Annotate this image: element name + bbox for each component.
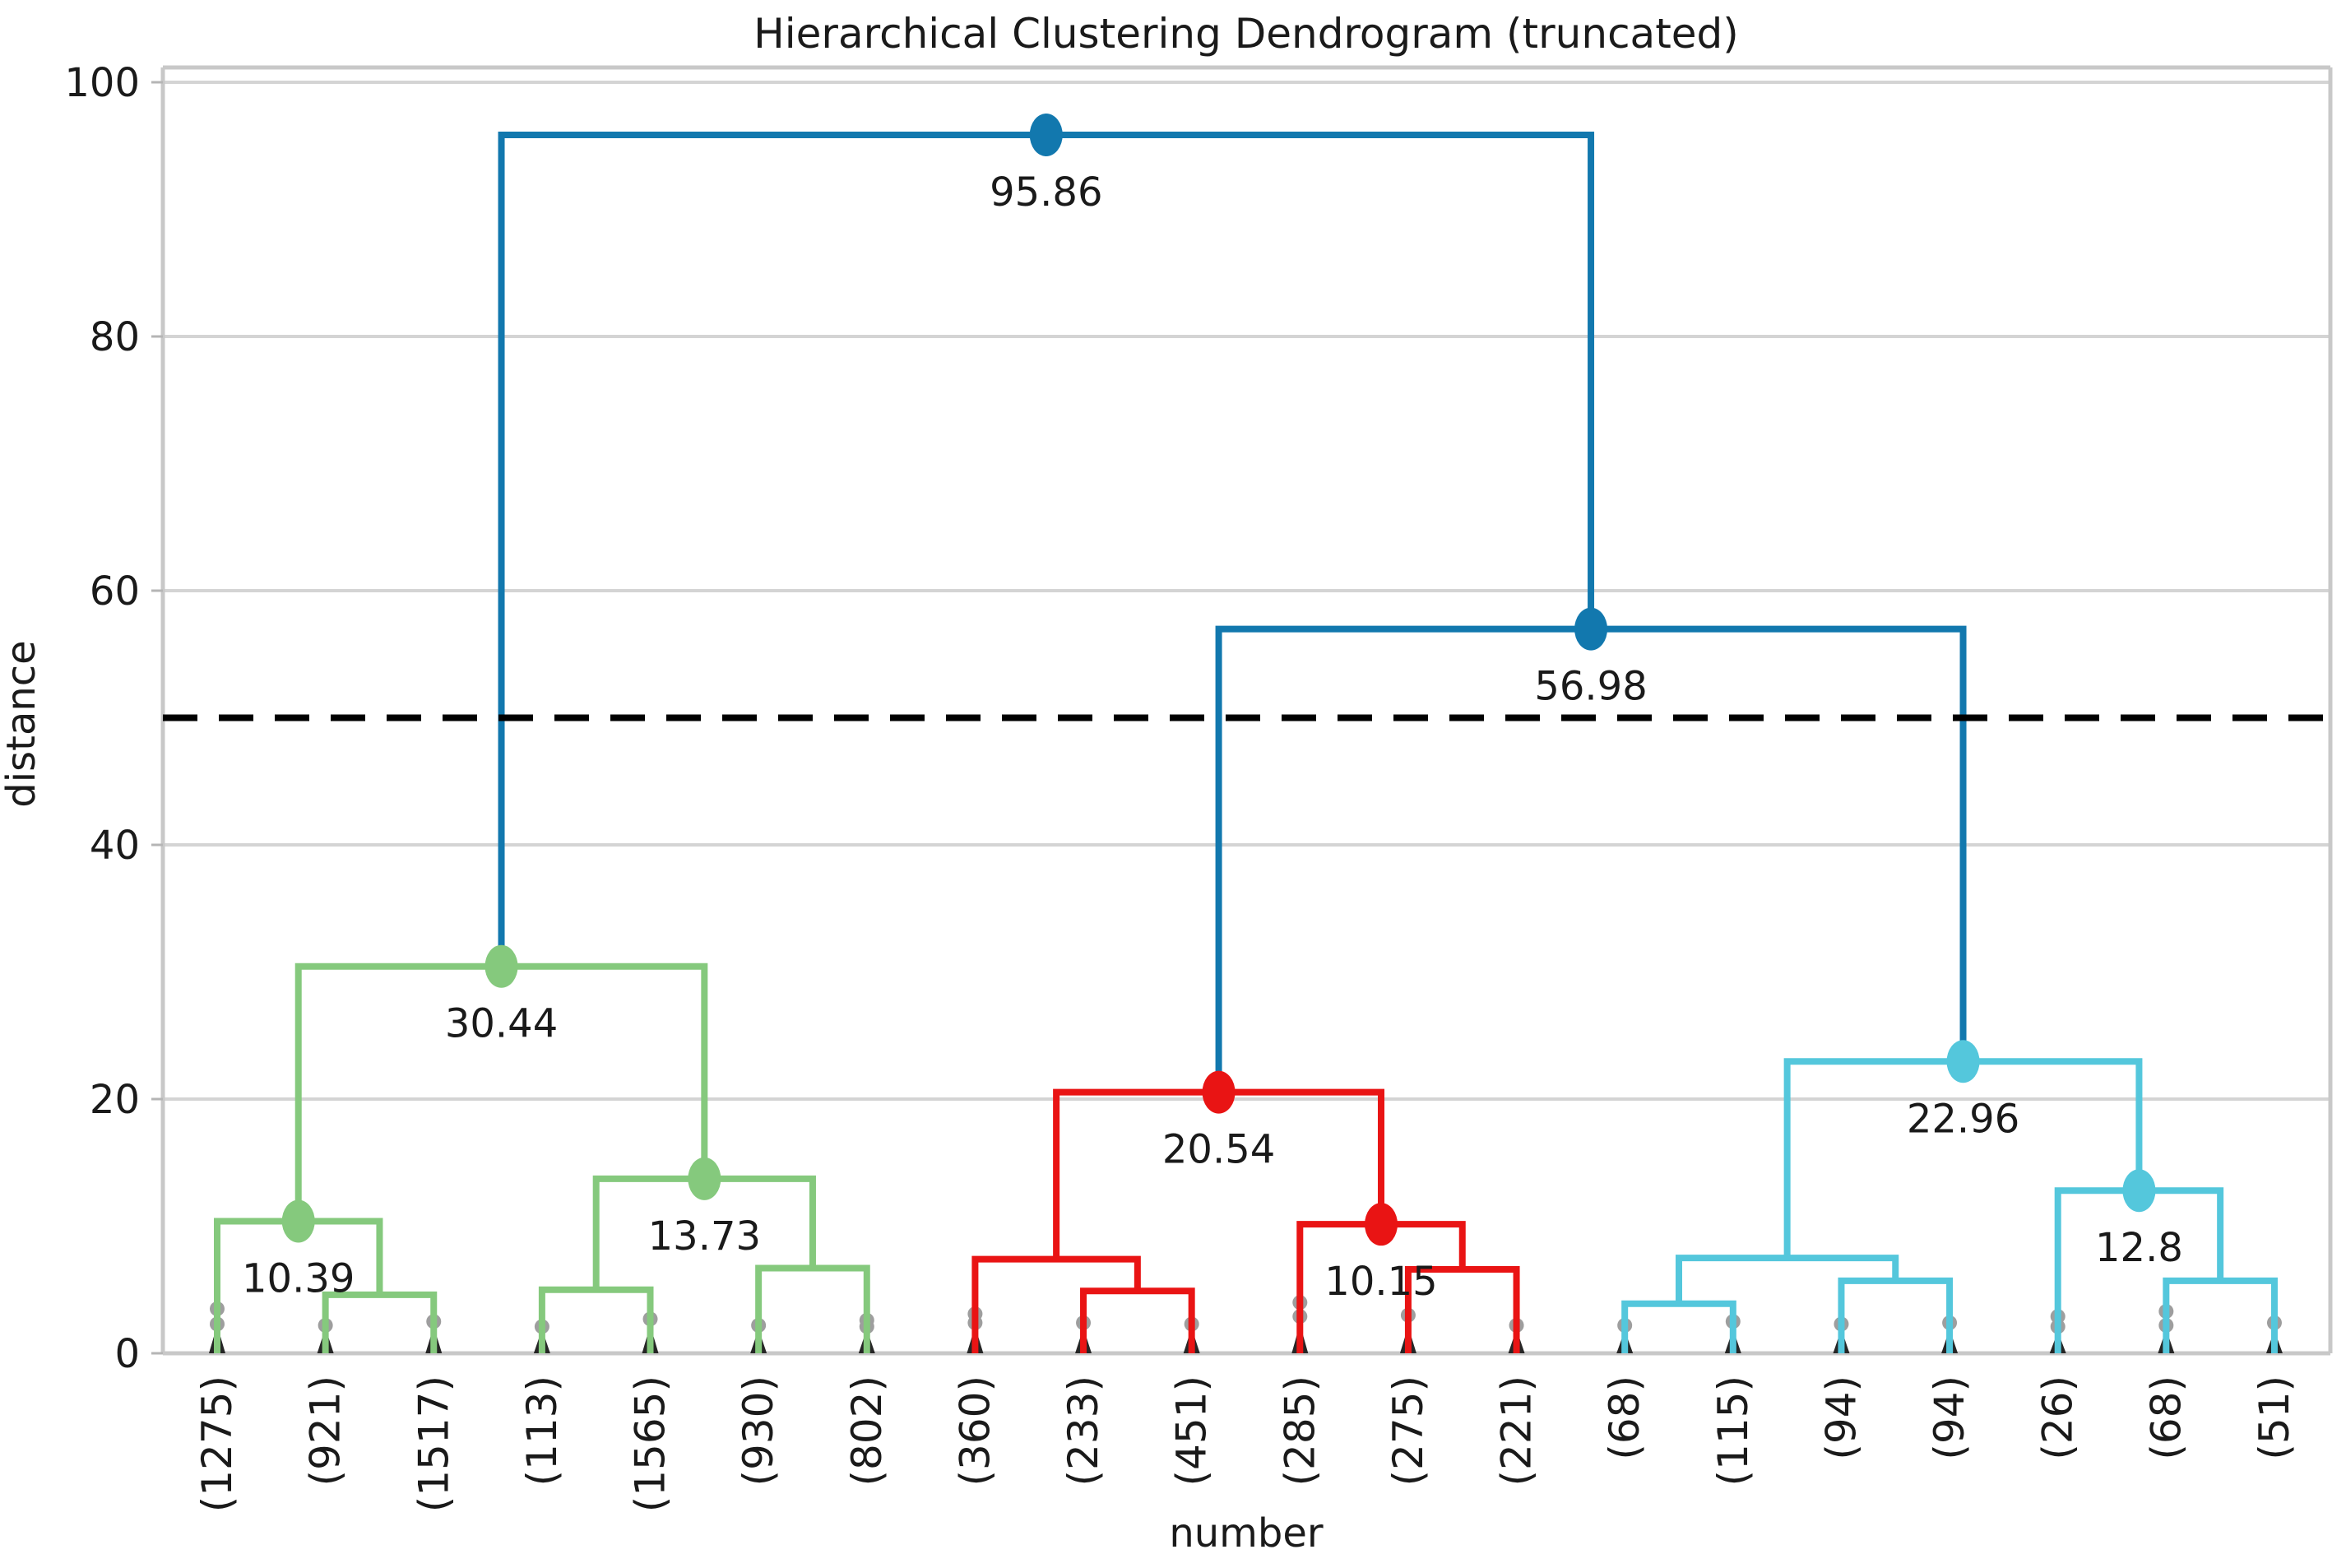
dendrogram-link xyxy=(538,1286,654,1353)
merge-height-label: 10.15 xyxy=(1324,1259,1437,1305)
merge-height-label: 10.39 xyxy=(242,1255,355,1301)
dendrogram-link xyxy=(1838,1277,1954,1353)
dendrogram-link xyxy=(322,1291,438,1353)
y-tick-label: 40 xyxy=(90,823,140,869)
merge-nodes-layer: 10.39 13.73 30.44 10.15 20.54 12.8 22.96 56.98 9… xyxy=(242,113,2183,1305)
merge-node-dot xyxy=(1365,1203,1398,1246)
x-tick-label: (221) xyxy=(1493,1375,1541,1486)
merge-node-dot xyxy=(1029,113,1063,156)
merge-height-label: 22.96 xyxy=(1907,1096,2019,1142)
dendrogram-link xyxy=(2054,1187,2224,1353)
y-tick-label: 100 xyxy=(64,60,140,106)
y-axis-label: distance xyxy=(0,640,44,807)
merge-height-label: 56.98 xyxy=(1534,664,1647,710)
grid-layer xyxy=(163,81,2330,1101)
x-tick-label: (51) xyxy=(2251,1375,2298,1460)
dendrogram-link xyxy=(2163,1277,2278,1353)
merge-height-label: 12.8 xyxy=(2095,1225,2183,1271)
x-tick-label: (1565) xyxy=(627,1375,675,1512)
merge-node-dot xyxy=(1202,1070,1236,1114)
merge-height-label: 13.73 xyxy=(648,1213,761,1260)
x-tick-label: (451) xyxy=(1168,1375,1216,1486)
merge-node-dot xyxy=(1946,1040,1980,1083)
contraction-marks-layer xyxy=(209,1295,2283,1353)
merge-node-dot xyxy=(1574,607,1608,651)
x-tick-label: (275) xyxy=(1384,1375,1432,1486)
merge-height-label: 95.86 xyxy=(990,169,1102,216)
plot-border xyxy=(160,65,2333,1356)
x-tick-label: (930) xyxy=(735,1375,782,1486)
x-tick-label: (68) xyxy=(1601,1375,1648,1460)
y-tick-label: 20 xyxy=(90,1077,140,1123)
x-tick-label: (921) xyxy=(302,1375,350,1486)
merge-node-dot xyxy=(2122,1169,2156,1213)
dendrogram-link xyxy=(498,131,1595,967)
dendrogram-link xyxy=(1080,1287,1195,1353)
dendrogram-link xyxy=(755,1264,870,1353)
x-tick-label: (115) xyxy=(1709,1375,1757,1486)
x-tick-label: (360) xyxy=(951,1375,999,1486)
dendrogram-link xyxy=(971,1255,1141,1353)
y-tick-label: 0 xyxy=(114,1331,140,1377)
x-axis-label: number xyxy=(1169,1510,1324,1556)
x-tick-label: (68) xyxy=(2142,1375,2190,1460)
x-tick-label: (94) xyxy=(1926,1375,1973,1460)
merge-height-label: 30.44 xyxy=(445,1001,558,1047)
x-tick-label: (285) xyxy=(1276,1375,1324,1486)
dendrogram-link xyxy=(1783,1058,2143,1259)
merge-height-label: 20.54 xyxy=(1162,1127,1275,1173)
chart-title: Hierarchical Clustering Dendrogram (trun… xyxy=(753,10,1739,58)
dendrogram-link xyxy=(1676,1255,1899,1304)
dendrogram-link xyxy=(1621,1300,1736,1353)
x-tick-label: (94) xyxy=(1817,1375,1865,1460)
merge-node-dot xyxy=(484,944,518,988)
merge-node-dot xyxy=(281,1199,315,1243)
merge-node-dot xyxy=(688,1157,721,1200)
x-tick-label: (1517) xyxy=(410,1375,457,1512)
axis-ticks-layer: 0 20 40 60 80 100 (1275) (921) (1517) (113) (1565)… xyxy=(64,60,2298,1512)
y-tick-label: 60 xyxy=(90,568,140,615)
x-tick-label: (802) xyxy=(843,1375,891,1486)
dendrogram-link xyxy=(1053,1088,1385,1260)
y-tick-label: 80 xyxy=(90,314,140,360)
x-tick-label: (1275) xyxy=(193,1375,241,1512)
x-tick-label: (233) xyxy=(1059,1375,1107,1486)
x-tick-label: (113) xyxy=(518,1375,566,1486)
x-tick-label: (26) xyxy=(2034,1375,2082,1460)
